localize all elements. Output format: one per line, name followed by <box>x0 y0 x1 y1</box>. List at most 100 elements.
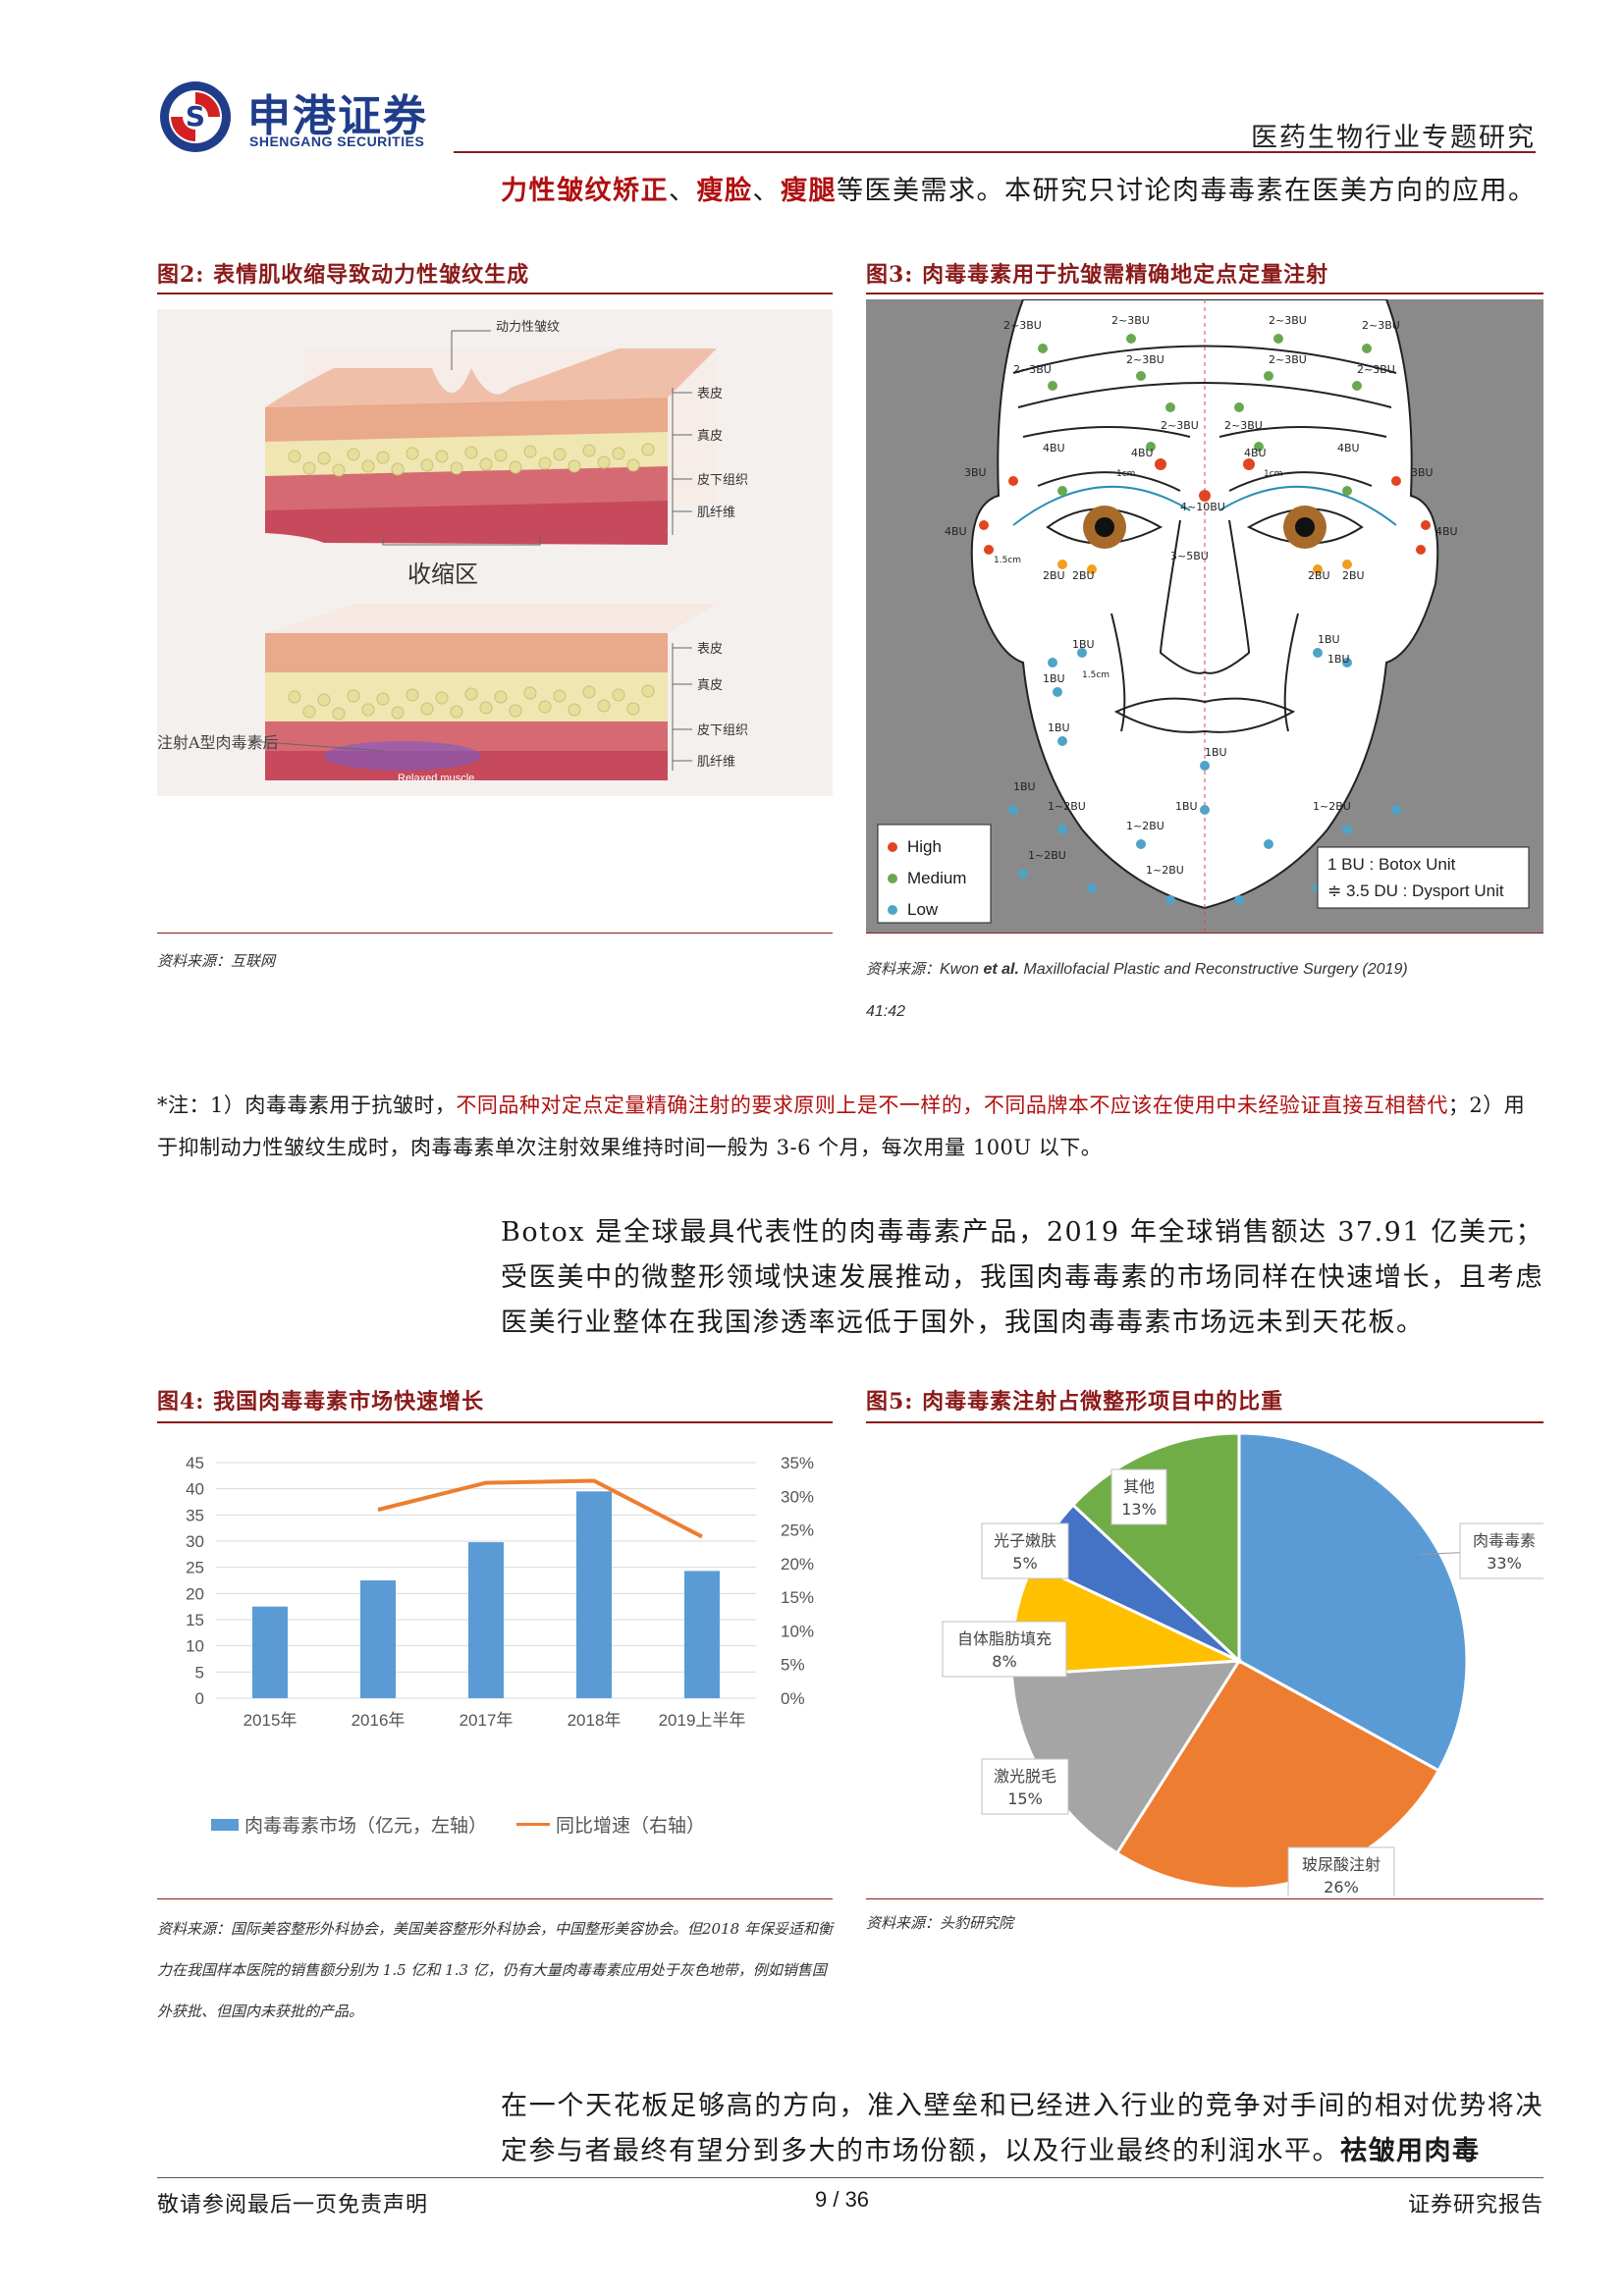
fig4-source: 资料来源：国际美容整形外科协会，美国美容整形外科协会，中国整形美容协会。但201… <box>157 1920 833 2020</box>
fig2-image: 动力性皱纹 表皮 真皮 皮下组织 肌纤维 收缩区 表皮 真皮 皮下组织 肌纤维 … <box>157 309 833 796</box>
svg-text:2~3BU: 2~3BU <box>1357 363 1395 376</box>
svg-text:1BU: 1BU <box>1205 746 1227 759</box>
intro-red-1: 力性皱纹矫正 <box>501 176 669 206</box>
x-tick-label: 2015年 <box>244 1711 298 1730</box>
y-left-tick-label: 10 <box>186 1637 204 1656</box>
pie-label: 玻尿酸注射 <box>1302 1855 1380 1874</box>
logo-en: SHENGANG SECURITIES <box>249 133 425 149</box>
intro-line: 力性皱纹矫正、瘦脸、瘦腿等医美需求。本研究只讨论肉毒毒素在医美方向的应用。 <box>501 169 1537 214</box>
fig3-unit-box: 1 BU : Botox Unit ≑ 3.5 DU : Dysport Uni… <box>1327 851 1524 904</box>
svg-text:2~3BU: 2~3BU <box>1111 314 1150 327</box>
fig3-source: 资料来源：Kwon et al. Maxillofacial Plastic a… <box>866 948 1543 1033</box>
y-left-tick-label: 25 <box>186 1559 204 1577</box>
para2-text: 在一个天花板足够高的方向，准入壁垒和已经进入行业的竞争对手间的相对优势将决定参与… <box>501 2091 1543 2166</box>
fig5-title: 图5: 肉毒毒素注射占微整形项目中的比重 <box>866 1384 1283 1415</box>
skin-block-top <box>265 330 717 546</box>
svg-text:1cm: 1cm <box>1264 469 1282 479</box>
legend-bar-swatch-icon <box>211 1818 239 1831</box>
svg-text:1~2BU: 1~2BU <box>1028 849 1066 862</box>
pie-label-box <box>1287 1846 1395 1903</box>
svg-text:1BU: 1BU <box>1318 633 1340 646</box>
header-right-title: 医药生物行业专题研究 <box>1251 123 1536 153</box>
para2-bold: 祛皱用肉毒 <box>1340 2136 1481 2166</box>
x-tick-label: 2018年 <box>568 1711 622 1730</box>
pie-label: 肉毒毒素 <box>1473 1531 1536 1550</box>
fig2-layer-muscle-2: 肌纤维 <box>697 755 736 770</box>
fig2-title-prefix: 图2: <box>157 262 205 288</box>
x-tick-label: 2017年 <box>460 1711 514 1730</box>
y-left-tick-label: 35 <box>186 1506 204 1524</box>
fig2-source-rule <box>157 933 833 934</box>
fig5-source: 资料来源：头豹研究院 <box>866 1914 1014 1932</box>
fig5-title-rule <box>866 1421 1543 1423</box>
pie-label: 自体脂肪填充 <box>957 1629 1052 1648</box>
y-right-tick-label: 15% <box>781 1588 814 1607</box>
fig3-legend-medium: Medium <box>888 863 986 894</box>
svg-text:2~3BU: 2~3BU <box>1003 319 1042 332</box>
svg-text:1BU: 1BU <box>1072 638 1095 651</box>
fig3-source-pages: 41:42 <box>866 1003 906 1020</box>
pie-label-box <box>981 1522 1069 1579</box>
fig2-injection-label: 注射A型肉毒素后 <box>157 733 279 752</box>
legend-dot-medium-icon <box>888 874 897 883</box>
note-part1: *注：1）肉毒毒素用于抗皱时， <box>157 1094 457 1117</box>
fig4-title-prefix: 图4: <box>157 1389 205 1415</box>
svg-text:4~10BU: 4~10BU <box>1180 501 1225 513</box>
fig2-layer-dermis: 真皮 <box>697 429 724 444</box>
fig2-title: 图2: 表情肌收缩导致动力性皱纹生成 <box>157 257 529 289</box>
pie-pct-label: 26% <box>1324 1878 1359 1896</box>
svg-text:2~3BU: 2~3BU <box>1269 314 1307 327</box>
fig3-source-prefix: 资料来源： <box>866 960 941 978</box>
svg-text:1~2BU: 1~2BU <box>1126 820 1164 832</box>
fig3-legend-high-label: High <box>907 837 942 856</box>
svg-text:1BU: 1BU <box>1175 800 1198 813</box>
fig2-layer-subcutis: 皮下组织 <box>697 473 749 488</box>
legend-dot-low-icon <box>888 905 897 915</box>
svg-text:2BU: 2BU <box>1308 569 1330 582</box>
y-left-tick-label: 15 <box>186 1611 204 1629</box>
intro-red-3: 瘦腿 <box>781 176 837 206</box>
svg-text:4BU: 4BU <box>1131 447 1154 459</box>
header-rule <box>454 151 1536 153</box>
fig2-layer-subcutis-2: 皮下组织 <box>697 723 749 738</box>
bar <box>684 1571 720 1698</box>
y-left-tick-label: 40 <box>186 1480 204 1499</box>
svg-text:1BU: 1BU <box>1048 721 1070 734</box>
fig2-title-rule <box>157 293 833 294</box>
pie-pct-label: 5% <box>1012 1554 1037 1573</box>
fig2-source: 资料来源：互联网 <box>157 952 276 970</box>
svg-text:4BU: 4BU <box>1435 525 1458 538</box>
y-left-tick-label: 20 <box>186 1584 204 1603</box>
pie-pct-label: 15% <box>1007 1789 1043 1808</box>
svg-text:4BU: 4BU <box>1244 447 1267 459</box>
svg-text:1.5cm: 1.5cm <box>994 556 1021 565</box>
intro-sep-1: 、 <box>669 176 697 206</box>
fig3-legend-high: High <box>888 831 986 863</box>
svg-text:3~5BU: 3~5BU <box>1170 550 1209 562</box>
fig3-legend: High Medium Low <box>888 831 986 926</box>
pie-label: 其他 <box>1123 1477 1155 1496</box>
pie-label-box <box>981 1758 1069 1815</box>
y-right-tick-label: 10% <box>781 1622 814 1640</box>
fig4-title-rule <box>157 1421 833 1423</box>
fig3-title-text: 肉毒毒素用于抗皱需精确地定点定量注射 <box>922 262 1329 288</box>
fig4-legend-bar: 肉毒毒素市场（亿元，左轴） <box>244 1815 488 1837</box>
fig3-source-journal: Maxillofacial Plastic and Reconstructive… <box>1018 961 1408 978</box>
fig2-relaxed-label: Relaxed muscle <box>398 773 475 784</box>
pie-pct-label: 8% <box>992 1652 1016 1671</box>
pie-pct-label: 13% <box>1121 1500 1157 1519</box>
skin-diagram-illustration <box>249 330 717 780</box>
face-injection-diagram: 2~3BU 2~3BU 2~3BU 2~3BU 2~3BU 2~3BU 2~3BU 2~3B… <box>877 299 1530 933</box>
svg-text:1BU: 1BU <box>1327 653 1350 666</box>
fig3-legend-low-label: Low <box>907 900 939 919</box>
y-right-tick-label: 5% <box>781 1656 805 1675</box>
x-tick-label: 2016年 <box>352 1711 406 1730</box>
intro-rest: 等医美需求。本研究只讨论肉毒毒素在医美方向的应用。 <box>837 176 1537 206</box>
y-right-tick-label: 20% <box>781 1555 814 1574</box>
svg-text:2~3BU: 2~3BU <box>1269 353 1307 366</box>
svg-text:2~3BU: 2~3BU <box>1126 353 1164 366</box>
header-logo: S 申港证券 SHENGANG SECURITIES <box>157 79 452 157</box>
svg-text:2~3BU: 2~3BU <box>1161 419 1199 432</box>
svg-text:S: S <box>186 100 205 133</box>
y-left-tick-label: 0 <box>195 1689 204 1708</box>
